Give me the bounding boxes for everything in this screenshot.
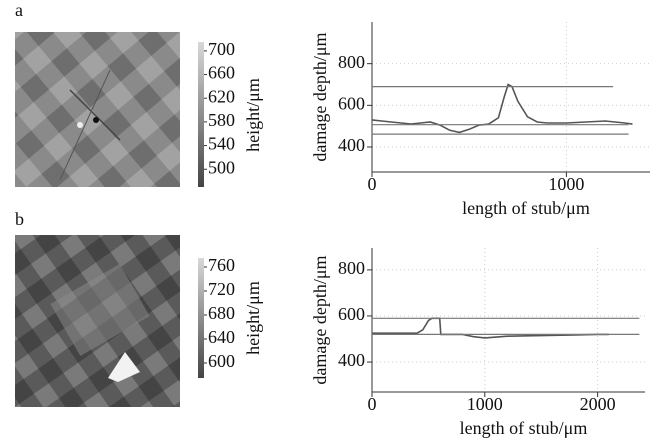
x-tick-label: 2000	[580, 394, 616, 414]
panel-a-image	[15, 32, 180, 187]
x-axis-label: length of stub/μm	[460, 418, 588, 438]
colorbar	[198, 42, 204, 187]
x-tick-label: 1000	[548, 174, 584, 194]
y-axis-label: damage depth/μm	[310, 32, 330, 161]
colorbar-tick-label: 660	[208, 63, 235, 83]
y-tick-label: 400	[338, 135, 365, 155]
panel-label: b	[15, 209, 24, 229]
series-line	[371, 83, 633, 134]
x-tick-label: 0	[368, 174, 377, 194]
panel-b-image	[15, 235, 180, 407]
colorbar-tick-label: 680	[208, 303, 235, 323]
y-tick-label: 600	[338, 304, 365, 324]
y-tick-label: 800	[338, 52, 365, 72]
colorbar	[198, 258, 204, 378]
x-tick-label: 1000	[467, 394, 503, 414]
colorbar-tick-label: 500	[208, 157, 235, 177]
y-axis-label: damage depth/μm	[310, 255, 330, 384]
colorbar-tick-label: 600	[208, 351, 235, 371]
y-tick-label: 600	[338, 93, 365, 113]
colorbar-tick-label: 760	[208, 255, 235, 275]
x-tick-label: 0	[368, 394, 377, 414]
colorbar-tick-label: 700	[208, 39, 235, 59]
y-tick-label: 800	[338, 258, 365, 278]
panel-label: a	[15, 0, 23, 20]
colorbar-tick-label: 580	[208, 110, 235, 130]
x-axis-label: length of stub/μm	[462, 198, 590, 218]
colorbar-tick-label: 640	[208, 327, 235, 347]
colorbar-tick-label: 540	[208, 134, 235, 154]
colorbar-label: height/μm	[243, 78, 263, 152]
colorbar-tick-label: 720	[208, 279, 235, 299]
y-tick-label: 400	[338, 350, 365, 370]
colorbar-tick-label: 620	[208, 86, 235, 106]
colorbar-label: height/μm	[243, 281, 263, 355]
